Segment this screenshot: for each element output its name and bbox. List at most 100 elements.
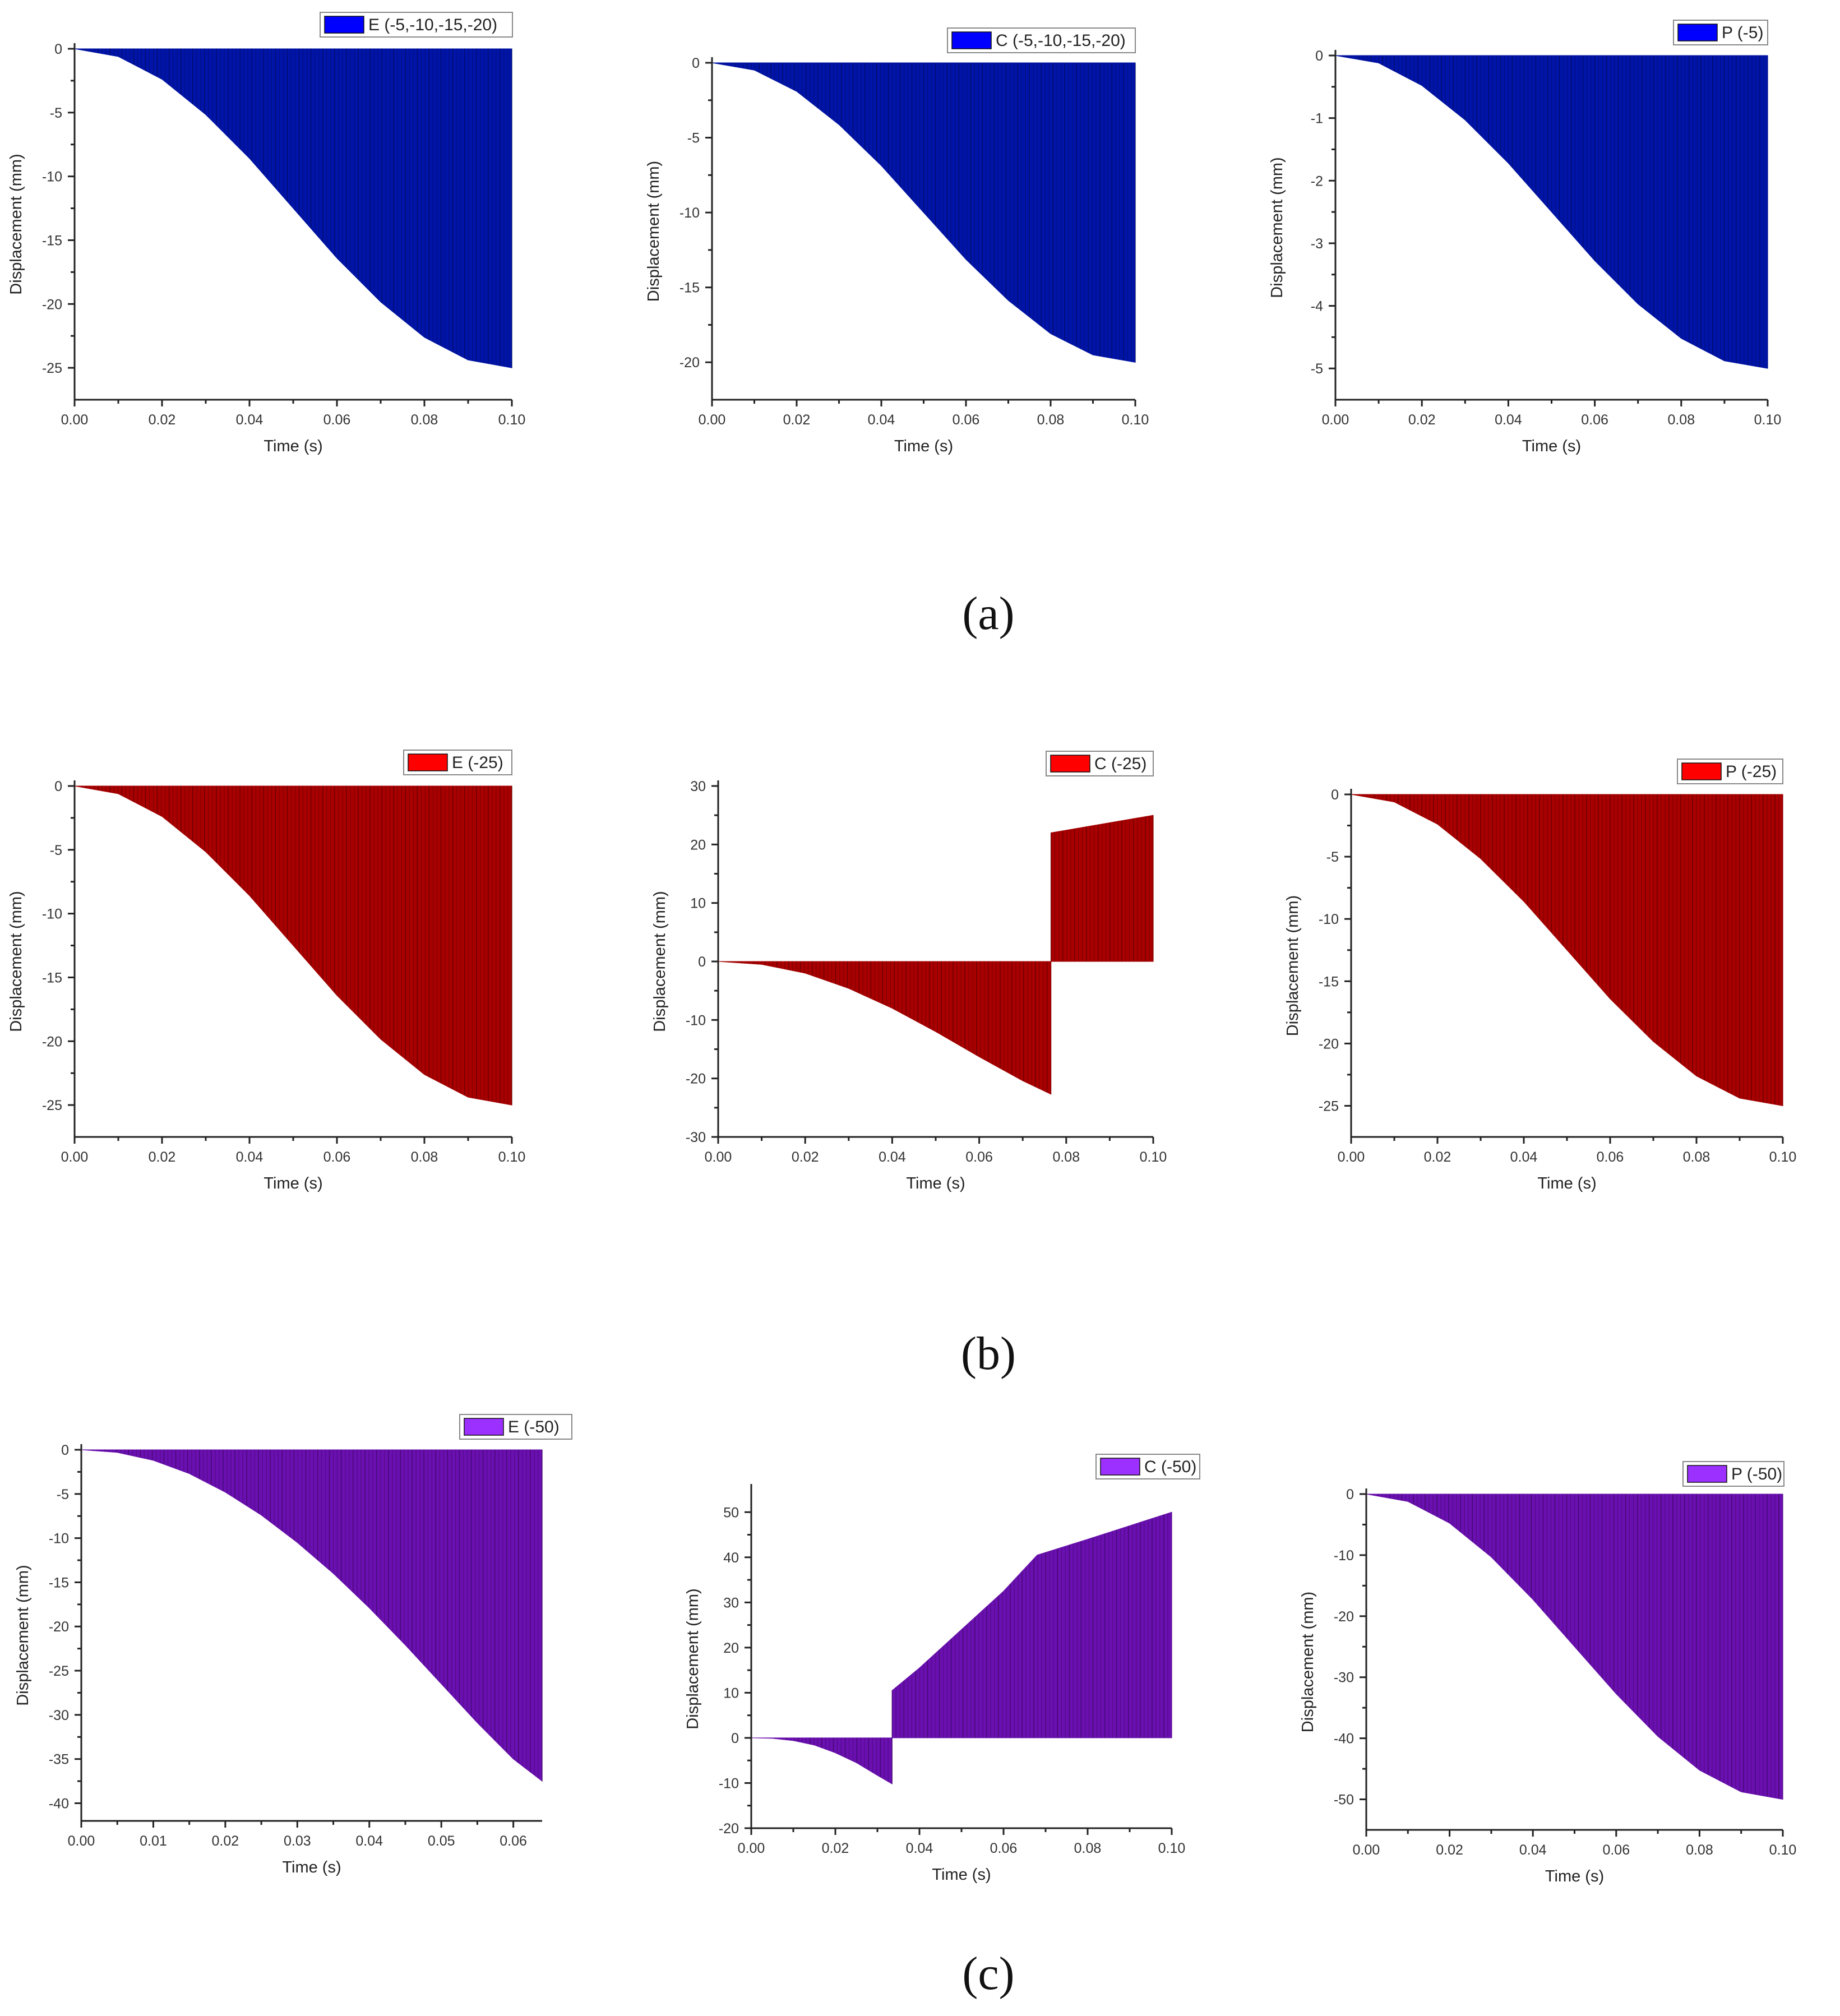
legend: E (-5,-10,-15,-20) — [320, 12, 513, 38]
legend-swatch — [408, 753, 448, 771]
chart-b3: 0.00 0.02 0.04 0.06 0.08 0.10 0 -5 -10 -15 -20 -25 T… — [1284, 759, 1796, 1192]
chart-c1: 0.00 0.01 0.02 0.03 0.04 0.05 0.06 0 -5 -10 -15 -20… — [14, 1414, 572, 1876]
y-tick-label: -10 — [49, 1531, 69, 1547]
x-tick-label: 0.03 — [284, 1833, 311, 1849]
legend-label: P (-25) — [1726, 762, 1777, 781]
y-tick-label: -30 — [686, 1130, 706, 1145]
x-tick-label: 0.00 — [699, 412, 726, 428]
caption-a: (a) — [962, 588, 1014, 640]
x-tick-label: 0.04 — [868, 412, 895, 428]
series-area-c1-0 — [81, 1449, 543, 1782]
y-tick-label: -4 — [1311, 299, 1323, 315]
chart-a3: 0.00 0.02 0.04 0.06 0.08 0.10 0 -1 -2 -3 -4 -5 Time … — [1268, 20, 1781, 455]
x-tick-label: 0.02 — [1424, 1149, 1451, 1165]
charts-layer: 0.00 0.02 0.04 0.06 0.08 0.100-5-10-15-20-25T… — [7, 12, 1796, 1885]
y-tick-label: -5 — [687, 131, 700, 146]
y-tick-label: -1 — [1311, 111, 1323, 127]
x-tick-label: 0.06 — [323, 412, 351, 428]
series-area-c2-0 — [751, 1737, 893, 1784]
y-axis-title: Displacement (mm) — [684, 1588, 702, 1729]
x-tick-label: 0.06 — [990, 1841, 1018, 1856]
caption-b: (b) — [961, 1328, 1016, 1380]
y-tick-label: -10 — [42, 169, 62, 185]
bar-stripes-a1-0 — [78, 49, 512, 368]
y-tick-label: -30 — [1334, 1670, 1354, 1686]
x-tick-label: 0.04 — [879, 1149, 906, 1165]
x-tick-label: 0.10 — [498, 412, 526, 428]
chart-c3: 0.00 0.02 0.04 0.06 0.08 0.10 0 -10 -20 -30 -40 -50… — [1299, 1461, 1797, 1885]
legend: E (-50) — [459, 1414, 572, 1440]
y-tick-label: -25 — [42, 1098, 62, 1113]
y-tick-label: -25 — [49, 1663, 69, 1679]
x-tick-label: 0.08 — [1667, 412, 1695, 428]
y-tick-label: -20 — [42, 1034, 62, 1049]
legend: C (-50) — [1095, 1454, 1200, 1479]
y-tick-label: -10 — [719, 1775, 739, 1791]
bar-stripes-a3-0 — [1339, 56, 1768, 369]
y-tick-label: 0 — [61, 1442, 69, 1458]
y-axis-title: Displacement (mm) — [7, 891, 25, 1032]
x-axis-title: Time (s) — [263, 437, 322, 455]
y-tick-label: 20 — [690, 837, 706, 853]
y-tick-label: -25 — [42, 360, 62, 376]
x-axis-title: Time (s) — [282, 1858, 341, 1876]
y-tick-label: -10 — [1319, 912, 1339, 927]
x-axis-title: Time (s) — [932, 1866, 991, 1884]
y-tick-label: 0 — [1315, 48, 1323, 64]
x-tick-label: 0.00 — [738, 1841, 765, 1856]
x-tick-label: 0.08 — [1686, 1842, 1713, 1858]
y-tick-label: -15 — [42, 233, 62, 248]
series-area-c3-0 — [1366, 1493, 1783, 1800]
x-tick-label: 0.01 — [140, 1833, 167, 1849]
x-tick-label: 0.06 — [323, 1149, 351, 1165]
y-tick-label: -5 — [57, 1487, 69, 1502]
x-tick-label: 0.00 — [61, 1149, 89, 1165]
series-area-a1-0 — [74, 48, 512, 368]
y-tick-label: 0 — [1346, 1487, 1354, 1502]
y-tick-label: -20 — [719, 1821, 739, 1837]
legend: P (-50) — [1682, 1461, 1784, 1487]
y-tick-label: -10 — [686, 1012, 706, 1028]
y-axis-title: Displacement (mm) — [1284, 895, 1302, 1036]
x-tick-label: 0.04 — [1495, 412, 1522, 428]
bar-stripes-b3-0 — [1354, 794, 1783, 1106]
y-tick-label: -20 — [49, 1619, 69, 1635]
y-tick-label: -10 — [1334, 1548, 1354, 1564]
x-tick-label: 0.02 — [792, 1149, 819, 1165]
bar-stripes-c1-0 — [85, 1450, 543, 1782]
legend: P (-25) — [1677, 759, 1783, 784]
y-axis-title: Displacement (mm) — [7, 154, 25, 294]
x-tick-label: 0.00 — [68, 1833, 95, 1849]
x-tick-label: 0.02 — [1436, 1842, 1463, 1858]
y-tick-label: -10 — [42, 907, 62, 922]
legend-swatch — [1681, 762, 1722, 780]
legend-swatch — [1687, 1465, 1727, 1483]
y-tick-label: -20 — [1319, 1036, 1339, 1052]
chart-b1: 0.00 0.02 0.04 0.06 0.08 0.10 0 -5 -10 -15 -20 -25 T… — [7, 750, 525, 1192]
x-tick-label: 0.02 — [783, 412, 811, 428]
y-tick-label: -15 — [679, 280, 700, 296]
x-tick-label: 0.08 — [411, 1149, 438, 1165]
y-tick-label: -5 — [50, 105, 62, 121]
x-tick-label: 0.10 — [1122, 412, 1149, 428]
x-tick-label: 0.10 — [1140, 1149, 1167, 1165]
legend: C (-5,-10,-15,-20) — [947, 27, 1136, 53]
x-tick-label: 0.00 — [1353, 1842, 1380, 1858]
y-tick-label: 30 — [723, 1595, 739, 1611]
bar-stripes-b2-1 — [1050, 815, 1154, 961]
x-tick-label: 0.10 — [498, 1149, 526, 1165]
x-tick-label: 0.02 — [149, 1149, 176, 1165]
y-tick-label: 0 — [1331, 787, 1339, 803]
y-axis-title: Displacement (mm) — [14, 1565, 32, 1705]
y-tick-label: -5 — [1311, 361, 1323, 377]
y-tick-label: -20 — [679, 355, 700, 371]
legend-label: C (-25) — [1094, 755, 1146, 773]
legend-swatch — [1050, 755, 1090, 773]
x-tick-label: 0.08 — [1074, 1841, 1102, 1856]
y-tick-label: -30 — [49, 1708, 69, 1723]
bar-stripes-b1-0 — [78, 786, 512, 1106]
y-tick-label: -5 — [1326, 849, 1339, 865]
x-tick-label: 0.10 — [1769, 1842, 1797, 1858]
chart-a2: 0.00 0.02 0.04 0.06 0.08 0.10 0 -5 -10 -15 -20 Time… — [645, 27, 1149, 455]
y-tick-label: -20 — [42, 297, 62, 312]
